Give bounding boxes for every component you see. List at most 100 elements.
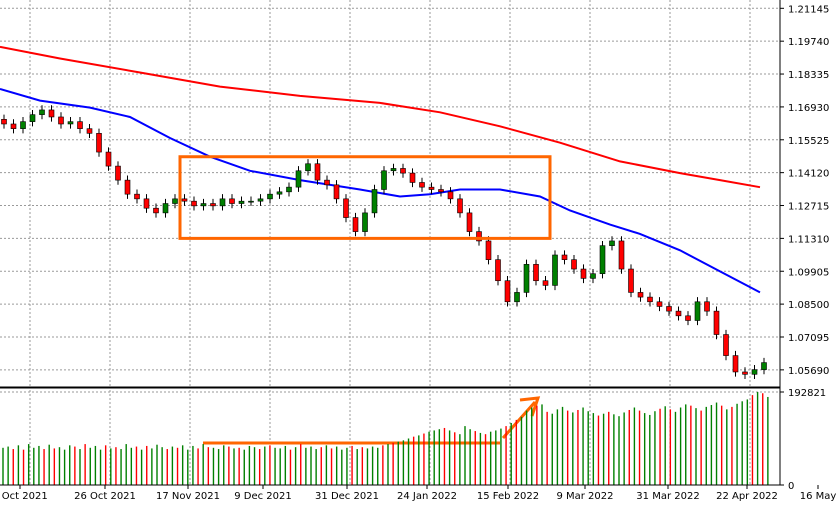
candle-up bbox=[286, 186, 292, 193]
candle-up bbox=[238, 200, 245, 204]
candle-down bbox=[419, 182, 425, 188]
candle-down bbox=[580, 268, 587, 279]
price-tick-label: 1.09905 bbox=[788, 267, 829, 278]
candle-up bbox=[390, 168, 397, 172]
candle-up bbox=[172, 198, 178, 204]
moving-average-slow bbox=[0, 45, 761, 189]
candle-down bbox=[86, 128, 93, 134]
candle-down bbox=[618, 240, 625, 270]
time-tick-label: 31 Dec 2021 bbox=[315, 491, 379, 502]
price-tick-label: 1.21145 bbox=[788, 4, 829, 15]
price-tick-label: 1.08500 bbox=[788, 300, 829, 311]
candle-up bbox=[39, 109, 45, 115]
candle-up bbox=[305, 163, 311, 172]
candle-down bbox=[324, 179, 330, 186]
candle-up bbox=[523, 264, 530, 293]
candle-down bbox=[409, 172, 416, 183]
candle-up bbox=[761, 362, 767, 370]
candle-down bbox=[571, 259, 577, 270]
time-tick-label: 26 Oct 2021 bbox=[74, 491, 136, 502]
price-tick-label: 1.19740 bbox=[788, 37, 829, 48]
price-tick-label: 1.14120 bbox=[788, 169, 829, 180]
volume-axis-labels: 192821 0 bbox=[788, 388, 826, 492]
price-tick-label: 1.12715 bbox=[788, 202, 829, 213]
candle-up bbox=[276, 191, 283, 195]
candle-up bbox=[29, 114, 36, 122]
candle-up bbox=[514, 292, 520, 303]
time-tick-label: 15 Feb 2022 bbox=[477, 491, 539, 502]
price-tick-label: 1.18335 bbox=[788, 70, 829, 81]
candle-down bbox=[466, 212, 473, 232]
moving-average-fast bbox=[0, 87, 761, 294]
candle-up bbox=[371, 189, 378, 214]
candle-down bbox=[675, 310, 682, 317]
annotations bbox=[178, 155, 552, 445]
candle-down bbox=[352, 217, 359, 232]
axes bbox=[0, 0, 819, 489]
candle-up bbox=[67, 121, 74, 125]
candle-up bbox=[200, 203, 207, 207]
candle-up bbox=[295, 170, 302, 188]
candle-down bbox=[10, 123, 17, 129]
candle-down bbox=[124, 179, 131, 195]
candle-up bbox=[362, 212, 368, 232]
candle-down bbox=[428, 186, 435, 190]
time-tick-label: 24 Jan 2022 bbox=[397, 491, 457, 502]
time-tick-label: 9 Mar 2022 bbox=[556, 491, 613, 502]
candle-down bbox=[115, 165, 121, 181]
breakout-arrowhead bbox=[519, 396, 541, 417]
candle-down bbox=[438, 189, 444, 193]
candles bbox=[1, 105, 767, 379]
candle-down bbox=[210, 203, 216, 207]
candle-down bbox=[704, 301, 710, 312]
candle-down bbox=[48, 109, 55, 118]
candle-down bbox=[333, 184, 340, 200]
candle-down bbox=[343, 198, 349, 218]
candle-down bbox=[628, 268, 634, 293]
candle-up bbox=[599, 245, 606, 275]
price-axis-labels: 1.21145 1.19740 1.18335 1.16930 1.15525 1.141… bbox=[788, 4, 829, 377]
moving-averages bbox=[0, 45, 761, 294]
candle-down bbox=[181, 198, 188, 202]
candle-down bbox=[77, 121, 83, 129]
candle-down bbox=[685, 315, 691, 321]
candle-down bbox=[105, 151, 112, 167]
candle-down bbox=[742, 371, 748, 375]
candle-up bbox=[751, 369, 758, 375]
candle-down bbox=[542, 280, 549, 286]
candle-down bbox=[476, 231, 482, 242]
volume-tick-label: 192821 bbox=[788, 388, 826, 399]
candle-up bbox=[552, 254, 558, 286]
candle-down bbox=[143, 198, 150, 209]
price-tick-label: 1.11310 bbox=[788, 234, 829, 245]
candle-up bbox=[219, 198, 226, 207]
candle-down bbox=[495, 259, 501, 282]
price-tick-label: 1.15525 bbox=[788, 136, 829, 147]
candle-down bbox=[314, 163, 321, 181]
candle-down bbox=[656, 301, 663, 307]
time-tick-label: 9 Dec 2021 bbox=[234, 491, 292, 502]
candle-up bbox=[20, 121, 26, 129]
candle-down bbox=[153, 207, 159, 214]
candle-down bbox=[400, 168, 406, 174]
candle-down bbox=[713, 310, 720, 335]
candle-down bbox=[96, 133, 102, 153]
consolidation-rectangle bbox=[178, 155, 552, 240]
candle-up bbox=[248, 200, 254, 203]
candle-up bbox=[381, 170, 387, 190]
candle-down bbox=[533, 264, 539, 282]
candle-up bbox=[162, 203, 169, 214]
candle-down bbox=[732, 355, 739, 373]
time-tick-label: 17 Nov 2021 bbox=[156, 491, 220, 502]
candle-down bbox=[1, 119, 7, 125]
candle-down bbox=[457, 198, 463, 214]
volume-bars bbox=[2, 392, 769, 485]
time-axis-labels: 5 Oct 2021 26 Oct 2021 17 Nov 2021 9 Dec 20… bbox=[0, 491, 836, 502]
time-tick-label: 31 Mar 2022 bbox=[636, 491, 699, 502]
candle-down bbox=[58, 116, 64, 125]
candle-down bbox=[504, 280, 511, 303]
candle-down bbox=[723, 334, 729, 356]
price-tick-label: 1.16930 bbox=[788, 103, 829, 114]
candle-down bbox=[229, 198, 235, 204]
